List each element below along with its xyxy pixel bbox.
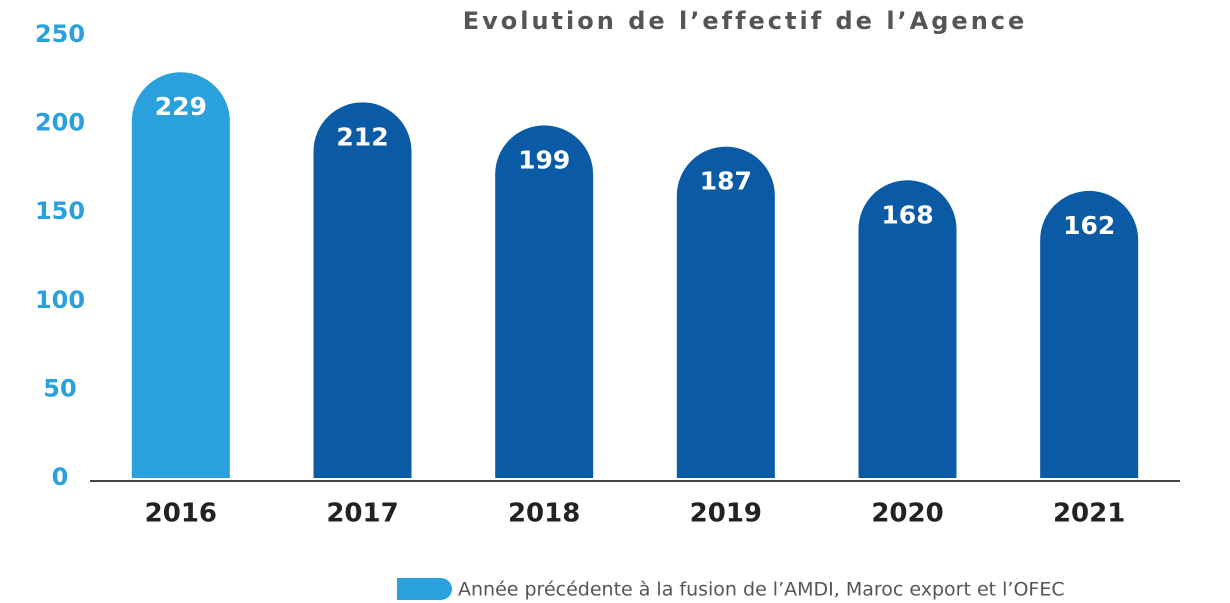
y-tick-label: 250 [35, 20, 85, 48]
x-tick-label: 2017 [326, 499, 398, 529]
legend-swatch [397, 578, 452, 600]
y-tick-label: 200 [35, 109, 85, 137]
bar [1040, 190, 1139, 478]
x-tick-label: 2018 [508, 499, 580, 529]
bar [131, 72, 230, 479]
value-label: 187 [700, 167, 752, 196]
x-tick-label: 2020 [871, 499, 943, 529]
value-label: 212 [336, 122, 388, 151]
bar [495, 125, 594, 479]
x-tick-label: 2016 [145, 499, 217, 529]
legend-label: Année précédente à la fusion de l’AMDI, … [458, 579, 1065, 601]
value-label: 168 [881, 200, 933, 229]
y-tick-label: 50 [43, 374, 76, 402]
bar [676, 146, 775, 479]
y-tick-label: 150 [35, 197, 85, 225]
chart-title: Evolution de l’effectif de l’Agence [463, 7, 1028, 35]
value-label: 199 [518, 145, 570, 174]
x-tick-label: 2021 [1053, 499, 1125, 529]
value-label: 162 [1063, 211, 1115, 240]
y-tick-label: 0 [52, 463, 69, 491]
x-tick-label: 2019 [690, 499, 762, 529]
bar [313, 102, 412, 478]
bar [858, 180, 957, 478]
y-tick-label: 100 [35, 286, 85, 314]
value-label: 229 [155, 92, 207, 121]
